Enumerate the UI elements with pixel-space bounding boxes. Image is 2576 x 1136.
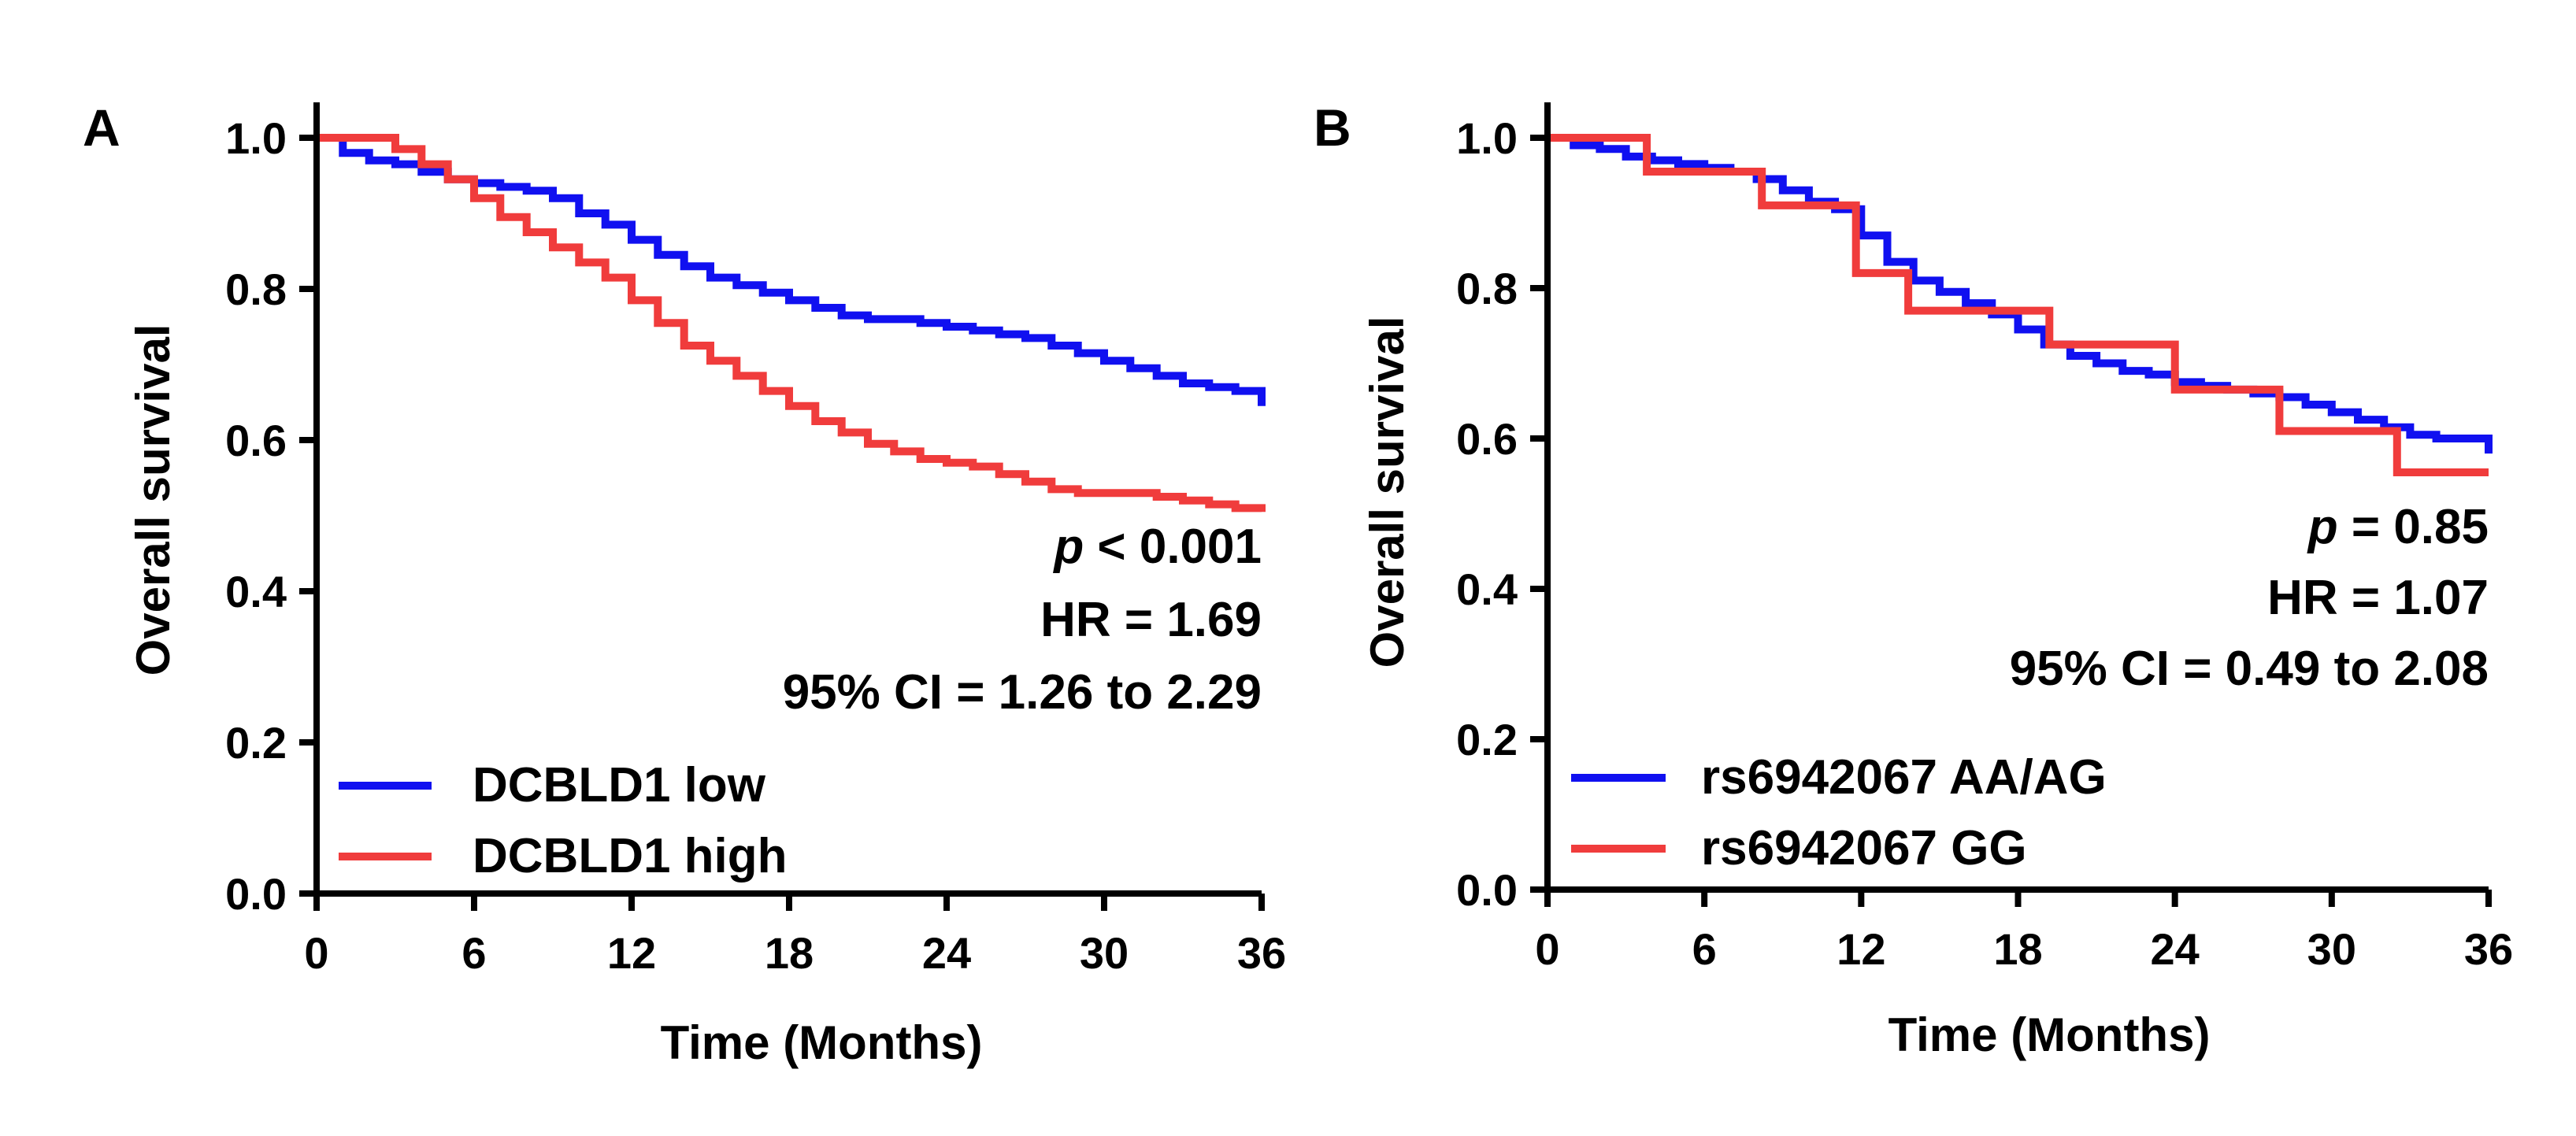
panel-b-x-tick-label: 6 [1692, 924, 1717, 974]
panel-a-hazard-ratio: HR = 1.69 [1040, 593, 1262, 647]
panel-a-y-tick-label: 0.4 [225, 567, 287, 616]
panel-b-y-tick-label: 0.4 [1456, 564, 1518, 614]
panel-b-x-tick-label: 18 [1993, 924, 2042, 974]
panel-a-x-tick-label: 12 [607, 928, 656, 978]
panel-b-x-tick-label: 36 [2464, 924, 2513, 974]
panel-b-series-1-line [1547, 134, 2489, 476]
panel-b-x-tick-label: 30 [2307, 924, 2356, 974]
panel-a-x-axis-title: Time (Months) [661, 1016, 983, 1069]
panel-a-y-tick-label: 0.2 [225, 718, 287, 768]
panel-a-x-tick-label: 24 [922, 928, 971, 978]
panel-a-letter: A [83, 98, 120, 157]
panel-a-y-tick-label: 1.0 [225, 113, 287, 163]
panel-a-p-value: p < 0.001 [1052, 520, 1262, 574]
panel-b-confidence-interval: 95% CI = 0.49 to 2.08 [2010, 642, 2489, 696]
panel-b-y-tick-label: 1.0 [1456, 113, 1518, 163]
panel-a-y-tick-label: 0.0 [225, 869, 287, 919]
panel-b-legend-label-gg: rs6942067 GG [1701, 821, 2027, 875]
panel-a-legend: DCBLD1 low DCBLD1 high [339, 758, 788, 883]
panel-b-x-axis-title: Time (Months) [1888, 1008, 2211, 1061]
panel-b-legend-label-aa-ag: rs6942067 AA/AG [1701, 750, 2107, 805]
panel-a-confidence-interval: 95% CI = 1.26 to 2.29 [783, 665, 1262, 720]
panel-b-x-tick-label: 0 [1535, 924, 1559, 974]
panel-b-legend: rs6942067 AA/AG rs6942067 GG [1571, 750, 2107, 875]
panel-b-series-layer [1547, 134, 2493, 476]
panel-a: A Overall survival Time (Months) 0.00.20… [83, 98, 1286, 1069]
panel-a-legend-label-low: DCBLD1 low [473, 758, 766, 812]
panel-b-axes: 0.0 0.2 0.4 0.6 0.8 1.0 0 6 12 18 24 30 36 [1456, 102, 2513, 974]
panel-b-p-value: p = 0.85 [2307, 500, 2489, 554]
panel-a-series-layer [317, 134, 1266, 512]
panel-b-series-0-line [1547, 134, 2493, 454]
panel-a-axes: 0.0 0.2 0.4 0.6 0.8 1.0 0 6 12 18 24 30 36 [225, 102, 1286, 978]
panel-b-letter: B [1314, 98, 1351, 157]
panel-a-legend-label-high: DCBLD1 high [473, 829, 788, 883]
panel-b-y-tick-label: 0.8 [1456, 264, 1518, 313]
panel-b-y-tick-label: 0.2 [1456, 715, 1518, 764]
panel-a-x-tick-label: 0 [304, 928, 328, 978]
panel-b-y-axis-title: Overall survival [1361, 316, 1414, 668]
panel-b-y-tick-label: 0.0 [1456, 865, 1518, 915]
panel-a-x-tick-label: 18 [765, 928, 814, 978]
panel-a-y-tick-label: 0.8 [225, 265, 287, 314]
panel-a-y-tick-label: 0.6 [225, 416, 287, 465]
panel-a-series-1-line [317, 134, 1266, 512]
panel-b-x-tick-label: 24 [2151, 924, 2200, 974]
panel-a-x-tick-label: 36 [1237, 928, 1286, 978]
panel-a-x-tick-label: 30 [1080, 928, 1129, 978]
panel-b-y-tick-label: 0.6 [1456, 414, 1518, 464]
panel-b: B Overall survival Time (Months) 0.00.20… [1314, 98, 2513, 1061]
panel-b-x-tick-label: 12 [1837, 924, 1885, 974]
panel-b-hazard-ratio: HR = 1.07 [2267, 571, 2489, 625]
panel-a-y-axis-title: Overall survival [127, 324, 180, 676]
panel-a-x-tick-label: 6 [461, 928, 486, 978]
